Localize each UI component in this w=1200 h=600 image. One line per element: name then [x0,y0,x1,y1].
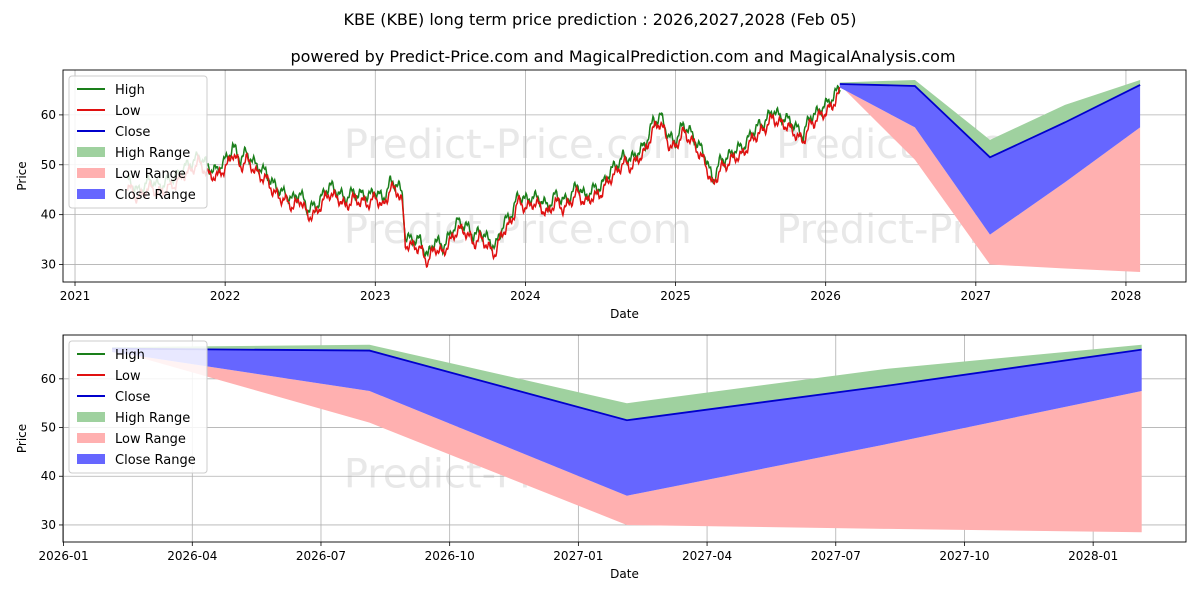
low-range-area [839,84,1141,273]
y-tick-label: 50 [41,421,56,435]
watermark-text: Predict-Price.com [344,207,692,253]
chart-title: KBE (KBE) long term price prediction : 2… [344,10,857,29]
plot-frame [62,334,1187,543]
legend-swatch-low-range [77,168,105,178]
x-tick-label: 2028 [1111,289,1142,303]
y-tick-label: 60 [41,372,56,386]
x-tick-label: 2027-04 [682,549,732,563]
legend-label-low: Low [115,369,141,384]
x-tick-label: 2023 [360,289,391,303]
legend-label-close: Close [115,125,150,140]
legend-label-close-range: Close Range [115,453,196,468]
y-tick-label: 40 [41,208,56,222]
x-tick-label: 2026-01 [39,549,89,563]
x-tick-label: 2024 [510,289,541,303]
legend-label-high: High [115,348,145,363]
legend-label-close-range: Close Range [115,188,196,203]
y-tick-label: 30 [41,518,56,532]
legend-swatch-low-range [77,433,105,443]
low-range-area [112,349,1142,533]
y-axis-label: Price [15,161,29,190]
x-tick-label: 2027 [961,289,992,303]
plot-frame [62,69,1187,283]
high-range-area [839,79,1141,158]
high-range-area [112,344,1142,421]
x-tick-label: 2026-04 [167,549,217,563]
x-tick-label: 2025 [660,289,691,303]
x-tick-label: 2026-10 [425,549,475,563]
y-tick-label: 60 [41,108,56,122]
high-line [126,84,841,260]
legend-label-high-range: High Range [115,146,190,161]
x-tick-label: 2028-01 [1068,549,1118,563]
close-line [112,347,1142,422]
y-tick-label: 40 [41,469,56,483]
x-tick-label: 2027-01 [553,549,603,563]
legend-swatch-close-range [77,454,105,464]
legend-label-high: High [115,83,145,98]
legend-label-low-range: Low Range [115,432,186,447]
x-tick-label: 2021 [60,289,91,303]
legend-label-low: Low [115,104,141,119]
low-line [126,87,841,269]
legend-label-close: Close [115,390,150,405]
x-tick-label: 2026-07 [296,549,346,563]
bottom-panel: Predict-Price.comPredict-Price.com2026-0… [15,334,1187,581]
chart-subtitle: powered by Predict-Price.com and Magical… [290,47,955,66]
x-tick-label: 2027-07 [811,549,861,563]
x-tick-label: 2026 [810,289,841,303]
close-range-area [839,83,1141,235]
y-tick-label: 30 [41,258,56,272]
legend-label-low-range: Low Range [115,167,186,182]
x-axis-label: Date [610,307,639,321]
x-tick-label: 2027-10 [939,549,989,563]
x-tick-label: 2022 [210,289,241,303]
legend-label-high-range: High Range [115,411,190,426]
legend-swatch-close-range [77,189,105,199]
y-tick-label: 50 [41,158,56,172]
x-axis-label: Date [610,567,639,581]
y-axis-label: Price [15,424,29,453]
legend-swatch-high-range [77,412,105,422]
legend-swatch-high-range [77,147,105,157]
close-line [839,83,1141,159]
close-range-area [112,348,1142,496]
